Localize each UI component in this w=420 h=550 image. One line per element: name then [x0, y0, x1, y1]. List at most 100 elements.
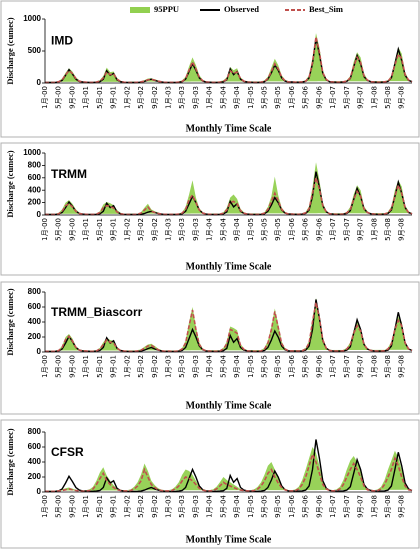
x-tick-label: 9月-08 — [398, 86, 406, 109]
panel-title: TRMM — [51, 167, 87, 181]
x-tick-label: 1月-04 — [206, 494, 214, 517]
x-tick-label: 9月-03 — [192, 86, 200, 109]
x-tick-label: 9月-08 — [398, 218, 406, 241]
x-tick-label: 5月-01 — [96, 495, 104, 518]
ppu-band — [45, 33, 412, 82]
x-axis-label: Monthly Time Scale — [186, 261, 272, 272]
y-tick-label: 400 — [28, 317, 42, 326]
x-tick-label: 9月-07 — [357, 495, 365, 518]
x-tick-label: 5月-06 — [302, 494, 310, 517]
x-tick-label: 5月-02 — [137, 355, 145, 378]
y-tick-label: 600 — [28, 302, 42, 311]
y-tick-label: 600 — [28, 173, 42, 182]
x-tick-label: 9月-00 — [68, 355, 76, 378]
x-tick-label: 9月-02 — [151, 86, 159, 109]
legend-label: Observed — [224, 4, 259, 14]
panel-title: CFSR — [51, 445, 84, 459]
x-tick-label: 5月-00 — [55, 495, 63, 518]
x-tick-label: 5月-06 — [302, 85, 310, 108]
x-tick-label: 5月-05 — [261, 218, 269, 241]
x-tick-label: 1月-03 — [164, 495, 172, 518]
x-tick-label: 5月-04 — [219, 217, 227, 240]
x-tick-label: 1月-03 — [164, 86, 172, 109]
x-tick-label: 9月-04 — [233, 217, 241, 240]
x-tick-label: 1月-00 — [41, 86, 49, 109]
y-tick-label: 200 — [28, 198, 42, 207]
x-tick-label: 1月-01 — [82, 86, 90, 109]
x-tick-label: 1月-08 — [370, 86, 378, 109]
x-tick-label: 9月-02 — [151, 218, 159, 241]
x-tick-label: 5月-03 — [178, 218, 186, 241]
x-tick-label: 1月-04 — [206, 85, 214, 108]
x-tick-label: 1月-08 — [370, 355, 378, 378]
x-axis-label: Monthly Time Scale — [186, 400, 272, 411]
x-tick-label: 1月-02 — [123, 355, 131, 378]
y-tick-label: 800 — [28, 161, 42, 170]
x-tick-label: 9月-00 — [68, 218, 76, 241]
x-tick-label: 5月-08 — [384, 495, 392, 518]
panel: 0 200 400 600 800 1月-00 5月-00 9月-00 1月-01 5月-01 9月… — [0, 281, 420, 415]
x-tick-label: 1月-06 — [288, 354, 296, 377]
x-tick-label: 9月-03 — [192, 355, 200, 378]
x-tick-label: 9月-08 — [398, 495, 406, 518]
x-tick-label: 9月-05 — [274, 86, 282, 109]
y-tick-label: 0 — [37, 210, 42, 219]
x-tick-label: 5月-06 — [302, 354, 310, 377]
x-tick-label: 1月-07 — [329, 355, 337, 378]
panel-title: TRMM_Biascorr — [51, 305, 143, 319]
y-tick-label: 800 — [28, 287, 42, 296]
x-tick-label: 1月-00 — [41, 218, 49, 241]
x-tick-label: 5月-01 — [96, 355, 104, 378]
panel: 0 200 400 600 800 1000 1月-00 5月-00 9月-00 1月-01 5月-… — [0, 142, 420, 276]
x-tick-label: 9月-07 — [357, 218, 365, 241]
panel: 0 200 400 600 800 1月-00 5月-00 9月-00 1月-01 5月-01 9月… — [0, 419, 420, 549]
x-tick-label: 9月-05 — [274, 355, 282, 378]
x-tick-label: 9月-07 — [357, 355, 365, 378]
x-tick-label: 1月-02 — [123, 86, 131, 109]
y-tick-label: 0 — [37, 487, 42, 496]
y-tick-label: 1000 — [23, 148, 41, 157]
x-tick-label: 9月-04 — [233, 85, 241, 108]
x-tick-label: 5月-00 — [55, 355, 63, 378]
x-tick-label: 1月-01 — [82, 495, 90, 518]
series-line — [44, 174, 413, 216]
panel-frame — [0, 0, 420, 138]
x-tick-label: 5月-08 — [384, 355, 392, 378]
x-tick-label: 1月-01 — [82, 355, 90, 378]
x-tick-label: 9月-06 — [315, 494, 323, 517]
y-tick-label: 200 — [28, 332, 42, 341]
ppu-band — [45, 298, 412, 351]
x-tick-label: 1月-08 — [370, 495, 378, 518]
x-tick-label: 9月-06 — [315, 217, 323, 240]
x-tick-label: 1月-04 — [206, 354, 214, 377]
ppu-band — [45, 162, 412, 215]
legend-label: 95PPU — [154, 4, 179, 14]
x-tick-label: 5月-05 — [261, 495, 269, 518]
x-tick-label: 9月-03 — [192, 218, 200, 241]
x-tick-label: 9月-03 — [192, 495, 200, 518]
x-tick-label: 5月-04 — [219, 85, 227, 108]
ppu-band — [45, 447, 412, 491]
x-tick-label: 1月-00 — [41, 355, 49, 378]
x-tick-label: 9月-00 — [68, 495, 76, 518]
series-line — [44, 452, 413, 493]
y-axis-label: Discharge (cumec) — [5, 17, 15, 84]
x-tick-label: 5月-07 — [343, 218, 351, 241]
y-tick-label: 200 — [28, 472, 42, 481]
y-axis-label: Discharge (cumec) — [5, 428, 15, 495]
x-tick-label: 1月-03 — [164, 355, 172, 378]
x-tick-label: 1月-06 — [288, 494, 296, 517]
x-tick-label: 5月-01 — [96, 86, 104, 109]
x-tick-label: 5月-07 — [343, 495, 351, 518]
x-tick-label: 9月-05 — [274, 495, 282, 518]
y-tick-label: 400 — [28, 457, 42, 466]
x-tick-label: 5月-07 — [343, 355, 351, 378]
x-tick-label: 1月-05 — [247, 495, 255, 518]
x-tick-label: 1月-04 — [206, 217, 214, 240]
legend-label: Best_Sim — [309, 4, 343, 14]
x-tick-label: 1月-02 — [123, 495, 131, 518]
x-tick-label: 9月-07 — [357, 86, 365, 109]
x-tick-label: 5月-07 — [343, 86, 351, 109]
